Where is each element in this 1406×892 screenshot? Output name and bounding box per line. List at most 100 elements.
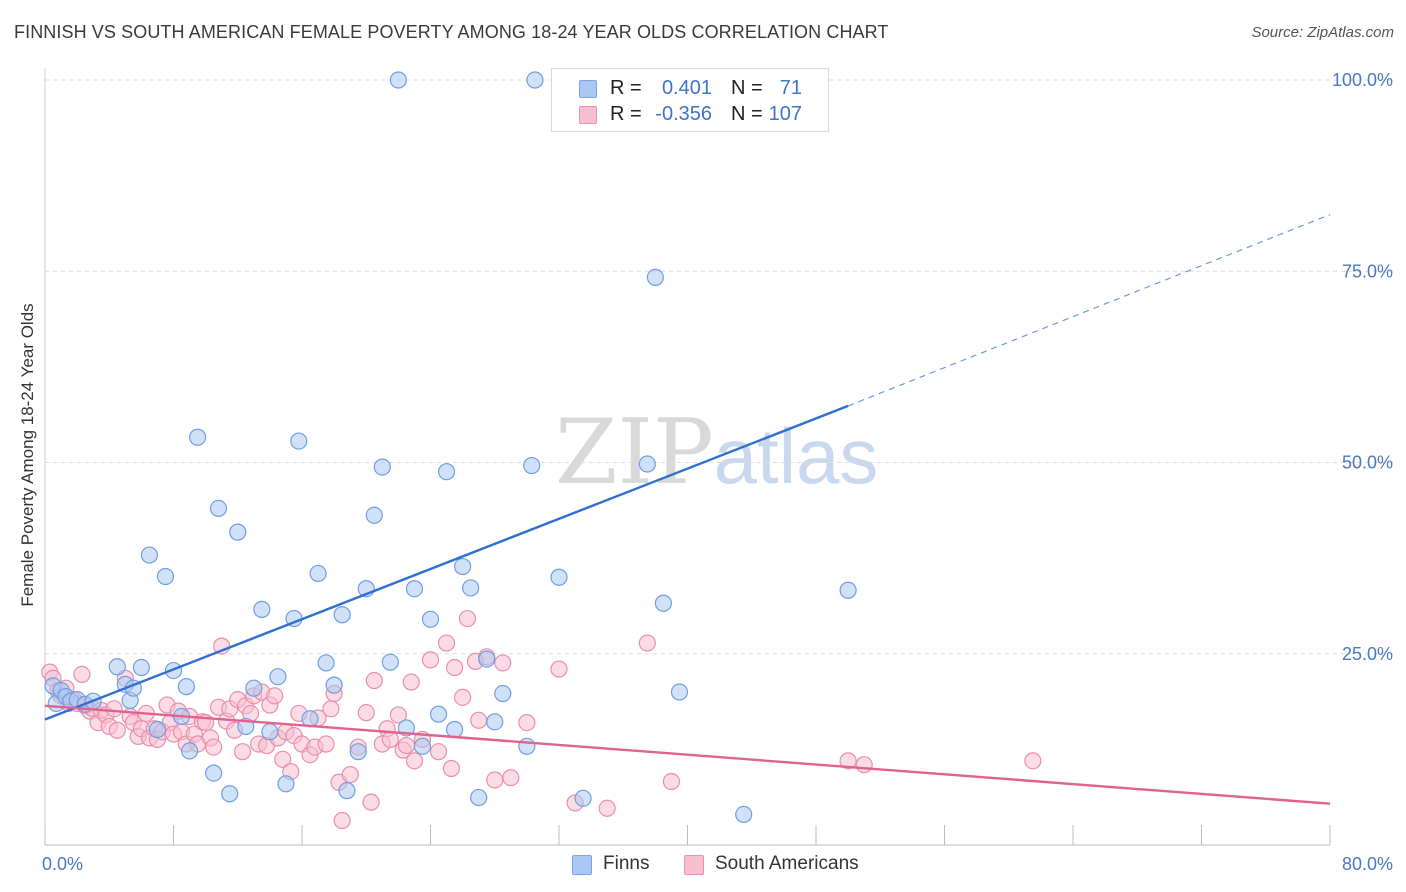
trend-lines [44,214,1331,805]
finns-point-53 [462,579,480,597]
south-americans-point-74 [362,793,380,811]
legend-r-value: -0.356 [655,103,712,125]
south-americans-point-93 [470,711,488,729]
south-americans-point-57 [274,750,292,768]
south-americans-point-40 [205,738,223,756]
south-americans-point-83 [405,752,424,770]
finns-point-18 [177,678,195,696]
south-americans-point-97 [502,769,520,787]
finns-point-62 [550,568,568,586]
finns-points [44,71,857,824]
finns-point-65 [638,455,656,473]
watermark: ZIPatlas [555,400,878,505]
south-americans-point-79 [389,706,407,724]
finns-point-12 [132,658,150,677]
finns-point-32 [290,432,308,450]
south-americans-point-91 [458,609,477,628]
south-americans-point-73 [357,704,375,722]
y-axis-label: Female Poverty Among 18-24 Year Olds [18,303,37,606]
south-americans-legend-swatch [684,855,704,875]
south-americans-point-70 [333,811,351,830]
finns-point-66 [646,268,664,286]
south-americans-point-55 [266,687,284,705]
finns-point-13 [140,546,159,564]
finns-point-30 [277,775,295,793]
south-americans-point-71 [341,766,359,784]
south-americans-point-87 [437,634,456,652]
y-tick-label-3: 100.0% [1332,70,1393,90]
south-americans-point-82 [402,673,420,691]
finns-point-24 [229,523,247,541]
south-americans-point-106 [1024,752,1042,770]
south-americans-point-16 [105,700,123,718]
south-americans-point-81 [397,736,416,755]
finns-point-16 [148,720,167,739]
y-tick-label-1: 50.0% [1342,453,1393,473]
south-americans-point-99 [550,660,568,678]
correlation-legend: R = 0.401 N = 71 R = -0.356 N = 107 [551,68,829,132]
south-americans-swatch [579,106,597,124]
south-americans-points [41,609,1042,830]
south-americans-point-8 [73,665,91,684]
source-label: Source: ZipAtlas.com [1251,24,1394,41]
finns-legend-swatch [572,855,592,875]
finns-point-43 [381,653,399,671]
legend-row-south-americans: R = -0.356 N = 107 [552,101,828,127]
south-americans-point-75 [365,671,383,690]
south-americans-legend-label: South Americans [715,853,859,874]
south-americans-point-95 [486,771,504,789]
finns-point-67 [654,594,673,612]
finns-point-37 [333,606,351,624]
finns-point-26 [245,679,263,697]
finns-point-27 [253,600,271,618]
legend-r-label: R = [610,77,642,99]
y-tick-label-0: 25.0% [1342,644,1393,664]
south-americans-point-86 [429,743,448,761]
finns-point-51 [445,720,464,739]
finns-point-23 [221,785,239,803]
finns-point-47 [413,737,432,755]
south-americans-point-47 [233,743,252,761]
finns-point-59 [523,456,541,475]
south-americans-point-89 [445,658,464,677]
x-tick-label-0: 0.0% [42,854,83,874]
legend-n-label: N = [731,103,763,125]
finns-point-19 [180,742,199,760]
finns-swatch [579,80,597,98]
legend-n-value: 71 [779,77,802,99]
watermark-zip: ZIP [555,400,714,505]
finns-point-50 [437,463,456,481]
finns-point-35 [317,654,335,672]
legend-n-value: 107 [768,103,802,125]
finns-point-39 [349,743,367,761]
south-americans-point-85 [421,651,440,669]
south-americans-point-98 [518,713,536,732]
south-americans-point-66 [317,735,335,753]
finns-point-56 [486,713,504,731]
finns-point-63 [574,789,592,807]
finns-point-8 [108,658,126,676]
finns-point-49 [429,705,448,723]
finns-point-29 [269,668,287,686]
finns-point-69 [735,805,753,824]
south-americans-point-104 [839,752,857,770]
finns-point-46 [405,580,424,598]
south-americans-point-78 [381,730,399,749]
finns-point-44 [389,71,407,89]
south-americans-point-96 [494,654,512,672]
finns-point-21 [205,764,223,782]
finns-point-54 [470,788,488,807]
x-tick-label-1: 80.0% [1342,854,1393,874]
south-americans-point-105 [855,756,873,774]
finns-trend-line [44,404,849,721]
south-americans-point-103 [662,772,681,791]
finns-point-58 [518,737,536,755]
finns-point-57 [494,684,512,703]
finns-point-48 [421,610,440,628]
finns-point-55 [478,650,496,668]
finns-point-52 [454,557,472,576]
legend-r-value: 0.401 [661,77,712,99]
finns-point-20 [188,428,207,446]
south-americans-point-102 [638,634,656,652]
